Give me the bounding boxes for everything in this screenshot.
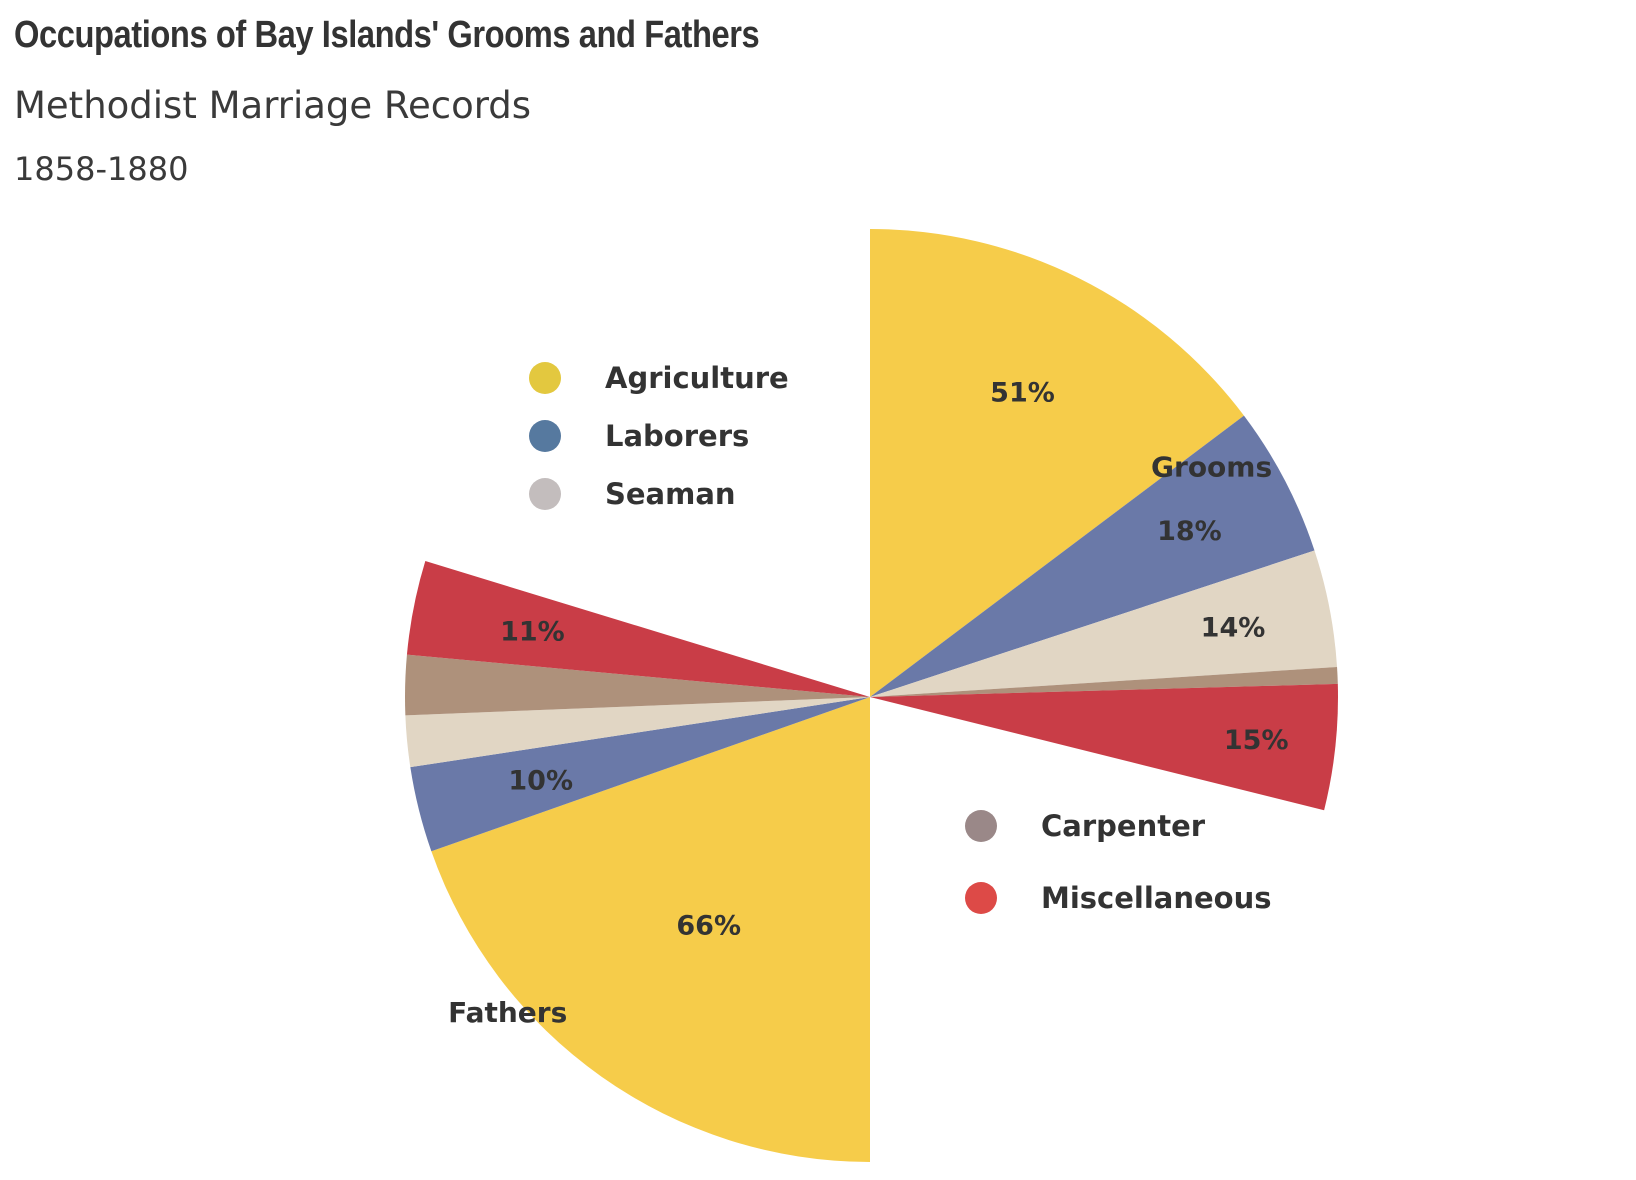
legends: Agriculture Laborers Seaman Carpenter Miscel… (529, 361, 1272, 915)
legend-label-carpenter: Carpenter (1041, 809, 1206, 843)
slice-fathers-laborers (410, 697, 870, 852)
chart-date-range: 1858-1880 (14, 150, 189, 188)
pie-slices (404, 229, 1339, 1162)
legend-label-miscellaneous: Miscellaneous (1041, 881, 1272, 915)
series-label-grooms: Grooms (1151, 451, 1272, 484)
slice-fathers-agriculture (431, 697, 870, 1162)
legend-label-agriculture: Agriculture (605, 361, 789, 395)
data-label-grooms-agriculture: 51% (990, 377, 1055, 408)
pie-labels: 51% 18% 14% 15% Grooms 66% 10% 11% Fathers (448, 377, 1288, 1029)
data-label-grooms-seaman: 14% (1201, 613, 1266, 644)
slice-grooms-laborers (870, 415, 1315, 697)
series-label-fathers: Fathers (448, 996, 567, 1029)
slice-fathers-seaman (405, 697, 870, 768)
chart-title: Occupations of Bay Islands' Grooms and F… (14, 14, 760, 56)
slice-grooms-carpenter (870, 666, 1338, 697)
legend-swatch-laborers (529, 420, 561, 452)
data-label-fathers-laborers: 10% (508, 765, 573, 796)
slice-grooms-miscellaneous (870, 683, 1339, 811)
slice-fathers-miscellaneous (406, 561, 870, 697)
data-label-fathers-agriculture: 66% (676, 911, 741, 942)
slice-grooms-agriculture (870, 229, 1244, 697)
legend-swatch-seaman (529, 478, 561, 510)
data-label-grooms-laborers: 18% (1157, 516, 1222, 547)
chart-subtitle: Methodist Marriage Records (14, 84, 532, 127)
legend-swatch-miscellaneous (965, 882, 997, 914)
slice-fathers-carpenter (404, 654, 870, 716)
legend-label-laborers: Laborers (605, 419, 749, 453)
legend-swatch-agriculture (529, 362, 561, 394)
data-label-fathers-miscellaneous: 11% (500, 617, 565, 648)
legend-label-seaman: Seaman (605, 477, 736, 511)
data-label-grooms-miscellaneous: 15% (1224, 725, 1289, 756)
slice-grooms-seaman (870, 550, 1338, 697)
legend-swatch-carpenter (965, 810, 997, 842)
